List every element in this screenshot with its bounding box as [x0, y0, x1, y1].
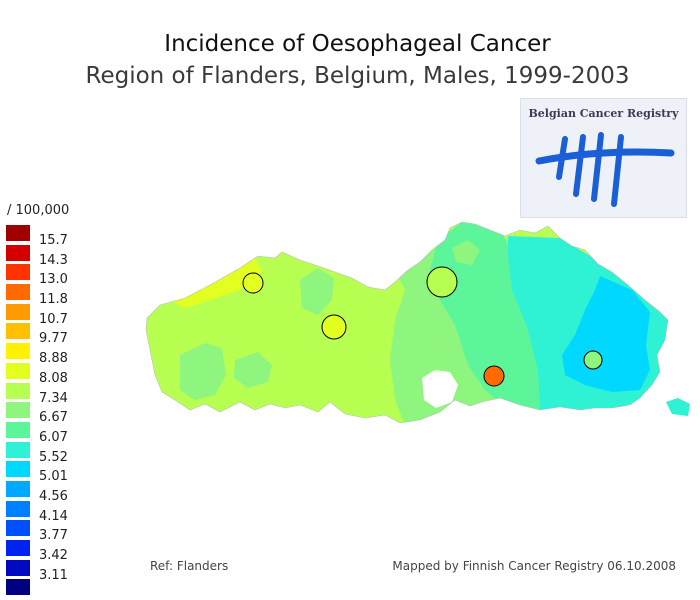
legend-item: 14.3	[5, 243, 115, 268]
legend-item: 10.7	[5, 302, 115, 327]
brussels-hole	[422, 370, 458, 408]
legend-item: 3.77	[5, 518, 115, 543]
region-antwerp	[430, 222, 540, 410]
belgian-cancer-registry-logo: Belgian Cancer Registry	[520, 98, 687, 218]
legend-swatch	[6, 264, 30, 281]
legend: / 100,000 15.7 14.3 13.0 11.8 10.7 9.77 8.88 8.…	[5, 203, 115, 597]
legend-item: 4.56	[5, 479, 115, 504]
marker-leuven	[483, 365, 505, 387]
legend-item: 7.34	[5, 381, 115, 406]
legend-item: 4.14	[5, 499, 115, 524]
marker-bruges	[242, 272, 264, 294]
region-southwest-patch	[180, 343, 226, 400]
legend-item: 13.0	[5, 262, 115, 287]
legend-swatch	[6, 441, 30, 458]
legend-item: 8.88	[5, 341, 115, 366]
map-subtitle: Region of Flanders, Belgium, Males, 1999…	[85, 63, 630, 89]
legend-item: 3.42	[5, 538, 115, 563]
legend-label: 13.0	[39, 272, 68, 288]
legend-swatch	[6, 559, 30, 576]
legend-swatch	[6, 323, 30, 340]
legend-label: 10.7	[39, 311, 68, 327]
legend-swatch	[6, 421, 30, 438]
region-north-patch	[300, 268, 334, 315]
baarle-enclave	[452, 240, 480, 265]
legend-item: 9.77	[5, 321, 115, 346]
tally-marks-icon	[535, 132, 675, 207]
legend-label: 4.56	[39, 488, 68, 504]
legend-swatch	[6, 402, 30, 419]
marker-antwerp	[426, 266, 458, 298]
legend-swatch	[6, 461, 30, 478]
legend-label: 8.88	[39, 351, 68, 367]
legend-label: 3.77	[39, 528, 68, 544]
legend-item: 8.08	[5, 361, 115, 386]
marker-hasselt	[583, 350, 603, 370]
legend-item: 11.8	[5, 282, 115, 307]
legend-item: 6.67	[5, 400, 115, 425]
region-south-patch	[234, 352, 272, 388]
legend-swatch	[6, 382, 30, 399]
legend-label: 3.11	[39, 567, 68, 583]
voeren-exclave	[666, 398, 690, 416]
legend-label: 15.7	[39, 233, 68, 248]
legend-swatch	[6, 520, 30, 537]
legend-swatch	[6, 244, 30, 261]
mapped-by-credit: Mapped by Finnish Cancer Registry 06.10.…	[392, 559, 676, 573]
legend-label: 5.52	[39, 449, 68, 465]
legend-swatch	[6, 500, 30, 517]
legend-label: 3.42	[39, 548, 68, 563]
legend-label: 9.77	[39, 331, 68, 347]
reference-note: Ref: Flanders	[150, 559, 229, 573]
map-title: Incidence of Oesophageal Cancer	[164, 31, 551, 57]
title-block: Incidence of Oesophageal Cancer Region o…	[0, 28, 700, 92]
legend-swatch	[6, 225, 30, 241]
legend-item: 6.07	[5, 420, 115, 445]
legend-swatch	[6, 284, 30, 301]
legend-unit: / 100,000	[7, 203, 70, 218]
legend-items: 15.7 14.3 13.0 11.8 10.7 9.77 8.88 8.08 7.34 6.67…	[5, 223, 115, 597]
legend-label: 6.07	[39, 429, 68, 445]
flanders-outline	[145, 221, 669, 424]
logo-text: Belgian Cancer Registry	[528, 107, 679, 120]
legend-swatch	[6, 540, 30, 556]
legend-label: 6.67	[39, 410, 68, 426]
legend-label: 14.3	[39, 252, 68, 268]
legend-swatch	[6, 579, 30, 596]
legend-swatch	[6, 480, 30, 497]
legend-item: 15.7	[5, 223, 115, 248]
region-west-flanders-north	[170, 258, 262, 308]
legend-item: 3.11	[5, 558, 115, 583]
legend-swatch	[6, 362, 30, 379]
legend-label: 5.01	[39, 469, 68, 485]
legend-item: 5.52	[5, 440, 115, 465]
legend-item: 5.01	[5, 459, 115, 484]
legend-label: 4.14	[39, 508, 68, 524]
legend-swatch	[6, 303, 30, 320]
marker-ghent	[321, 314, 347, 340]
legend-swatch	[6, 343, 30, 360]
legend-label: 7.34	[39, 390, 68, 406]
legend-label: 11.8	[39, 292, 68, 308]
legend-item	[5, 577, 115, 597]
legend-label: 8.08	[39, 370, 68, 386]
